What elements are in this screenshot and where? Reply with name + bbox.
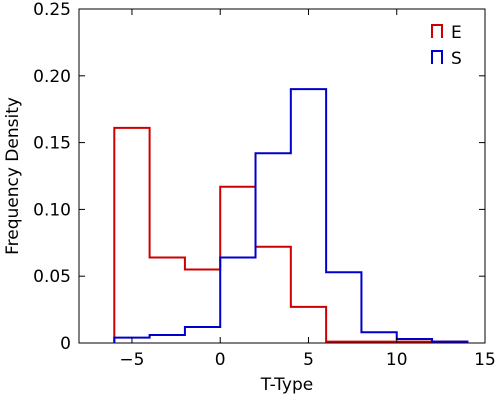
x-tick-label: 0 (215, 350, 226, 370)
series-layer (113, 88, 469, 343)
plot-frame (78, 8, 486, 344)
y-tick-label: 0.25 (33, 0, 71, 20)
series-e-histogram (113, 126, 469, 343)
series-s-histogram (113, 88, 469, 343)
plot-area (78, 8, 486, 344)
y-tick-label: 0 (60, 334, 71, 354)
x-tick-label: 15 (474, 350, 496, 370)
legend-label-s: S (451, 49, 462, 69)
legend-swatch-s (431, 50, 443, 64)
x-tick-label: −5 (119, 350, 144, 370)
y-tick-label: 0.15 (33, 134, 71, 154)
y-tick-label: 0.10 (33, 200, 71, 220)
y-tick-label: 0.20 (33, 67, 71, 87)
x-tick-label: 5 (303, 350, 314, 370)
y-tick-label: 0.05 (33, 267, 71, 287)
legend: ES (431, 23, 462, 69)
legend-label-e: E (451, 23, 462, 43)
y-axis-label: Frequency Density (3, 97, 23, 255)
x-axis: −5 0 5 10 15 (119, 9, 496, 370)
x-tick-label: 10 (386, 350, 408, 370)
legend-swatch-e (431, 24, 443, 38)
x-axis-label: T-Type (260, 375, 313, 395)
y-axis: 0 0.05 0.10 0.15 0.20 0.25 (33, 0, 485, 354)
